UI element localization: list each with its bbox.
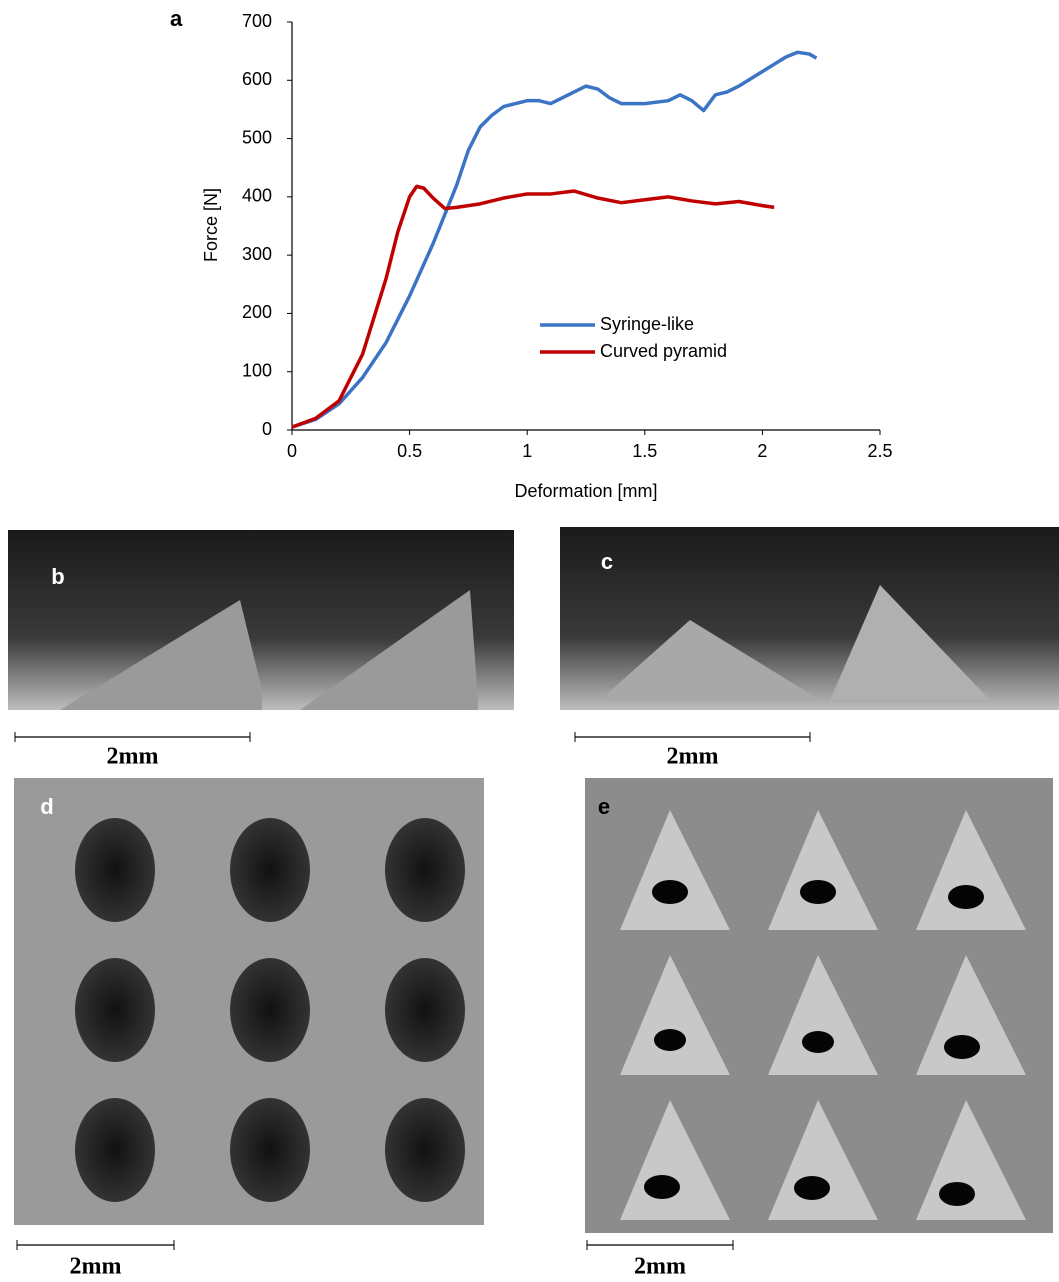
y-tick-label: 400 [242, 186, 272, 206]
legend-label: Syringe-like [600, 314, 694, 334]
panel-label: c [601, 549, 613, 574]
y-tick-label: 700 [242, 11, 272, 31]
x-tick-label: 2.5 [867, 441, 892, 461]
scale-bar-label: 2mm [107, 744, 159, 770]
data-line [291, 184, 775, 429]
y-tick-label: 100 [242, 360, 272, 380]
x-tick-label: 1.5 [632, 441, 657, 461]
scale-bar-label: 2mm [667, 744, 719, 770]
y-tick-label: 200 [242, 302, 272, 322]
x-tick-label: 0 [287, 441, 297, 461]
panel-label: a [170, 6, 183, 31]
panel-label: e [598, 794, 610, 819]
data-line [291, 50, 818, 429]
y-tick-label: 600 [242, 69, 272, 89]
y-tick-label: 300 [242, 244, 272, 264]
scale-bar-label: 2mm [634, 1254, 686, 1278]
sem-image-d [14, 778, 484, 1225]
panel-label: b [51, 564, 64, 589]
scale-bar-label: 2mm [70, 1254, 122, 1278]
panel-label: d [40, 794, 53, 819]
y-axis-label: Force [N] [201, 188, 221, 262]
x-tick-label: 1 [522, 441, 532, 461]
x-tick-label: 0.5 [397, 441, 422, 461]
y-tick-label: 0 [262, 419, 272, 439]
sem-image-c [560, 527, 1059, 710]
legend-label: Curved pyramid [600, 341, 727, 361]
x-tick-label: 2 [757, 441, 767, 461]
y-tick-label: 500 [242, 127, 272, 147]
sem-image-e [585, 778, 1053, 1233]
x-axis-label: Deformation [mm] [514, 481, 657, 501]
sem-image-b [8, 530, 514, 710]
